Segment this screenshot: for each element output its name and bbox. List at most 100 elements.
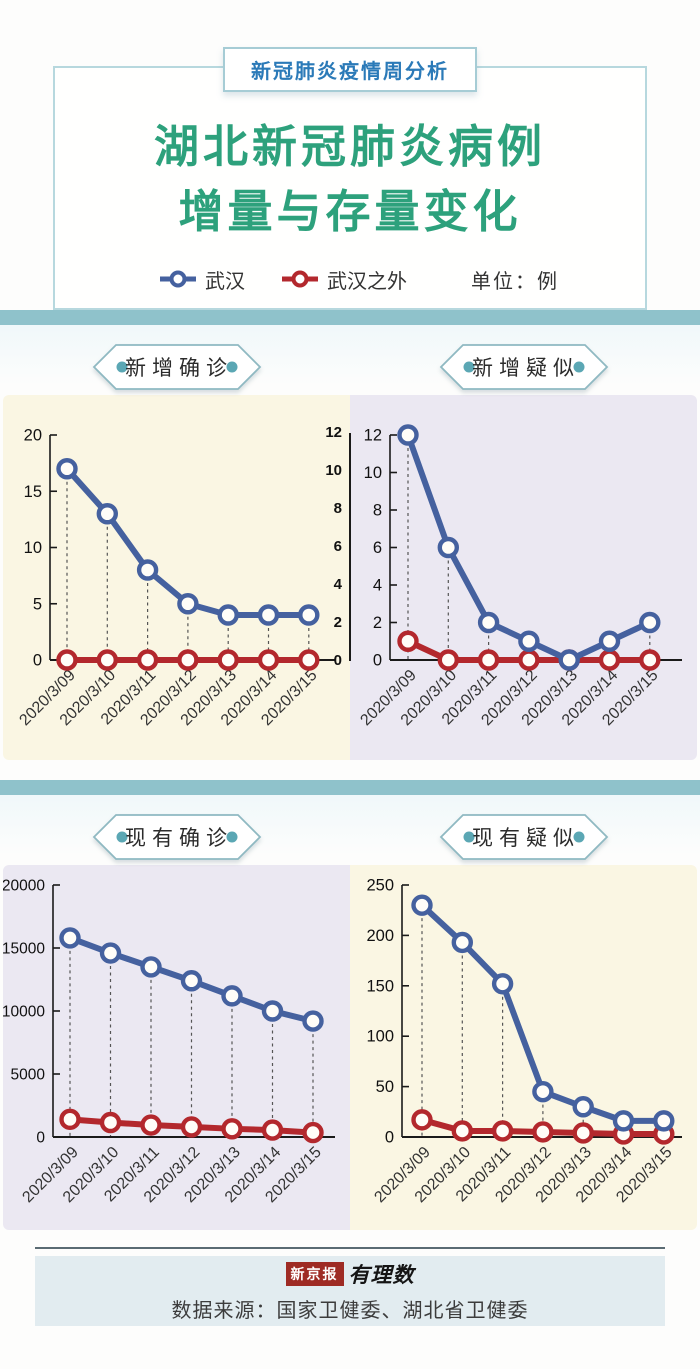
line-chart-existing-confirmed: 050001000015000200002020/3/092020/3/1020… <box>3 878 335 1206</box>
duplicate-y-tick-label: 12 <box>325 424 342 441</box>
y-tick-label: 10 <box>364 464 382 482</box>
y-tick-label: 100 <box>366 1028 394 1046</box>
duplicate-y-tick-label: 0 <box>333 652 342 669</box>
section-badge-existing-suspected: 现有疑似 <box>438 813 610 861</box>
data-point <box>96 503 119 525</box>
chart-panel-new-confirmed: 0 5 10 15 20 2020/3/09 2020/3/10 2020/3/11 2020/… <box>3 395 350 760</box>
data-point <box>221 985 243 1007</box>
data-point <box>653 1110 675 1132</box>
wuhan-line-marker-icon <box>160 270 196 288</box>
data-point <box>612 1110 635 1132</box>
data-point <box>411 1109 433 1131</box>
data-point <box>136 559 159 581</box>
data-point <box>59 1108 81 1131</box>
y-tick-label: 12 <box>364 427 382 445</box>
data-point <box>59 927 81 949</box>
data-point <box>180 1116 203 1138</box>
y-tick-label: 6 <box>373 539 382 557</box>
y-tick-label: 20000 <box>3 878 45 895</box>
line-chart-new-suspected: 0246810122020/3/092020/3/102020/3/112020… <box>357 424 682 729</box>
beijing-news-logo: 新京报 <box>285 1262 344 1286</box>
data-point <box>261 1119 284 1141</box>
legend: 武汉 武汉之外 单位：例 <box>55 265 645 294</box>
data-point <box>217 604 239 626</box>
y-tick-label: 8 <box>373 502 382 520</box>
legend-label-wuhan: 武汉 <box>205 270 245 293</box>
chart-panel-new-suspected: 0 2 4 6 8 10 12 2020/3/09 2020/3/10 2020/3/11 2020… <box>350 395 697 760</box>
data-point <box>140 956 162 978</box>
line-chart-new-confirmed: 051015202020/3/092020/3/102020/3/112020/… <box>16 427 335 729</box>
youlishu-logo: 有理数 <box>348 1262 415 1287</box>
hex-cell: 现有确诊 <box>3 813 350 861</box>
data-point <box>451 1120 474 1142</box>
duplicate-y-axis: 12 10 8 6 4 2 0 <box>307 424 351 669</box>
y-tick-label: 10000 <box>3 1004 45 1021</box>
data-point <box>491 1120 514 1142</box>
data-point <box>302 1010 324 1032</box>
data-point <box>397 424 419 446</box>
data-point <box>598 630 621 652</box>
data-point <box>177 593 199 615</box>
data-point <box>639 611 661 634</box>
data-point <box>451 931 474 954</box>
duplicate-y-tick-label: 8 <box>333 500 342 517</box>
y-tick-label: 20 <box>24 427 42 445</box>
y-tick-label: 0 <box>373 652 382 670</box>
y-tick-label: 0 <box>385 1129 394 1147</box>
data-point <box>598 649 621 671</box>
publisher-logo: 新京报 有理数 <box>285 1259 415 1289</box>
main-title-line1: 湖北新冠肺炎病例 <box>153 121 546 172</box>
y-tick-label: 250 <box>366 877 394 895</box>
section-badge-new-suspected: 新增疑似 <box>438 343 610 391</box>
data-point <box>99 942 122 964</box>
data-point <box>302 1121 324 1144</box>
y-tick-label: 10 <box>24 539 42 557</box>
data-point <box>572 1122 594 1144</box>
data-point <box>491 973 514 995</box>
header-card: 湖北新冠肺炎病例 增量与存量变化 武汉 武汉之外 单位：例 <box>53 66 647 310</box>
unit-label: 单位：例 <box>471 270 559 293</box>
section-badges-row-1: 新增确诊 新增疑似 <box>3 343 697 391</box>
data-point <box>518 630 540 652</box>
y-tick-label: 5000 <box>11 1067 46 1084</box>
main-title-line2: 增量与存量变化 <box>178 186 522 238</box>
data-point <box>180 970 203 992</box>
data-point <box>56 649 78 671</box>
data-point <box>532 1080 554 1103</box>
duplicate-y-tick-label: 4 <box>333 576 342 593</box>
data-point <box>257 604 280 626</box>
legend-label-non-wuhan: 武汉之外 <box>327 270 407 293</box>
data-point <box>56 458 78 480</box>
y-tick-label: 150 <box>366 977 394 995</box>
data-point <box>437 649 460 671</box>
section-badge-label: 新增确诊 <box>125 357 233 380</box>
y-tick-label: 50 <box>376 1078 394 1096</box>
data-point <box>397 630 419 652</box>
y-tick-label: 15 <box>24 483 42 501</box>
divider-bar-bottom <box>0 780 700 795</box>
hex-cell: 现有疑似 <box>350 813 697 861</box>
footer: 新京报 有理数 数据来源：国家卫健委、湖北省卫健委 <box>35 1256 665 1326</box>
charts-row-1: 0 5 10 15 20 2020/3/09 2020/3/10 2020/3/11 2020/… <box>3 395 697 760</box>
data-point <box>532 1121 554 1143</box>
data-point <box>298 649 320 671</box>
section-badge-label: 新增疑似 <box>472 357 580 380</box>
data-point <box>572 1096 594 1118</box>
data-point <box>257 649 280 671</box>
section-badge-existing-confirmed: 现有确诊 <box>91 813 263 861</box>
divider-bar-top <box>0 310 700 325</box>
data-point <box>261 1000 284 1022</box>
data-point <box>639 649 661 671</box>
section-badges-row-2: 现有确诊 现有疑似 <box>3 813 697 861</box>
chart-panel-existing-confirmed: 0 5000 10000 15000 20000 2020/3/09 2020/3/10 20… <box>3 865 350 1230</box>
hex-cell: 新增确诊 <box>3 343 350 391</box>
data-point <box>217 649 239 671</box>
report-series-badge: 新冠肺炎疫情周分析 <box>223 47 477 92</box>
hex-cell: 新增疑似 <box>350 343 697 391</box>
data-point <box>96 649 119 671</box>
data-point <box>477 611 500 634</box>
data-point <box>437 536 460 559</box>
y-tick-label: 0 <box>36 1130 45 1147</box>
data-point <box>140 1114 162 1136</box>
